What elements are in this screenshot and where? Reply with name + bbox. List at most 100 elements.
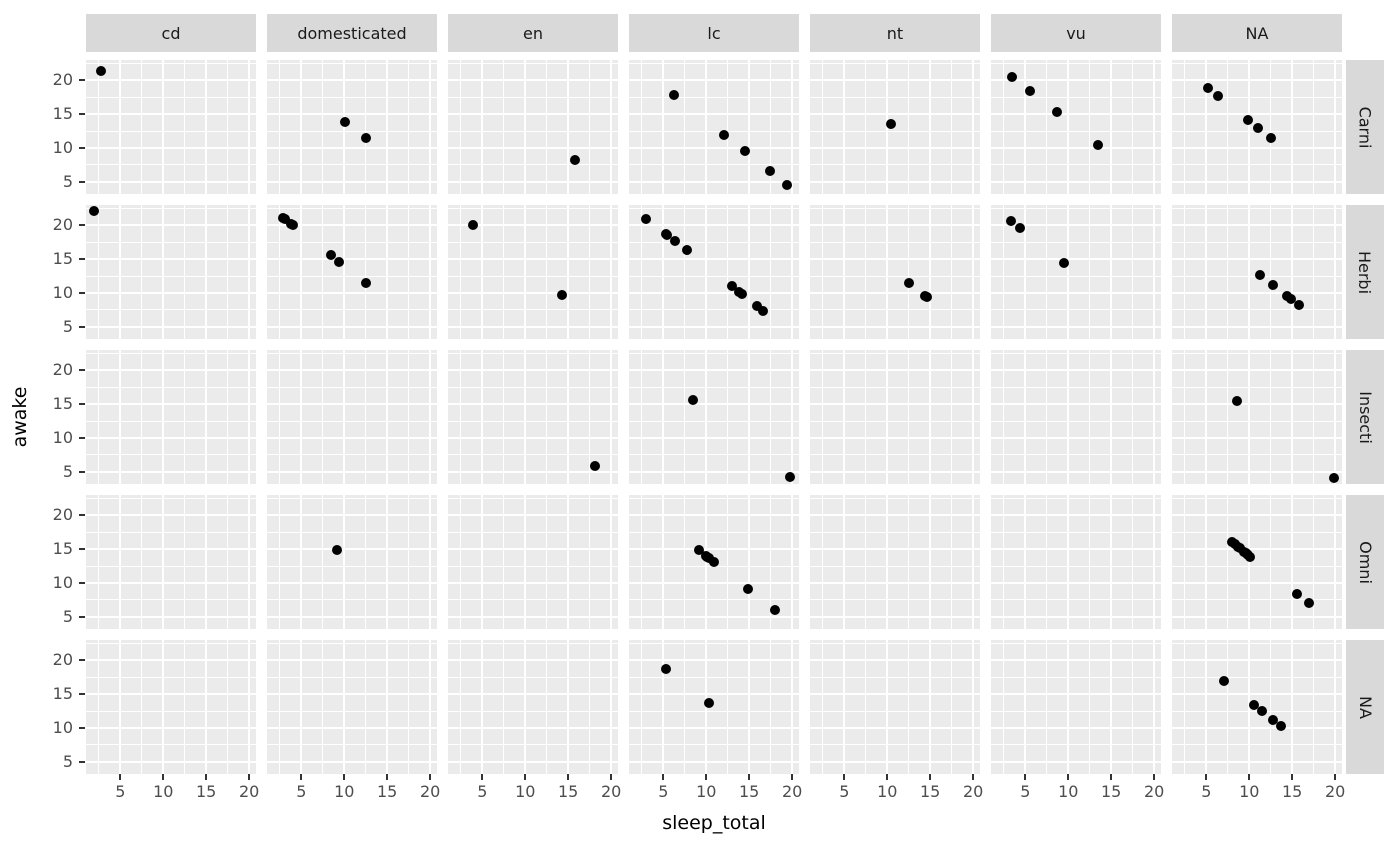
data-point bbox=[1025, 86, 1036, 97]
gridline-minor-y bbox=[1172, 96, 1342, 98]
x-tick-label: 5 bbox=[658, 782, 669, 801]
gridline-major-x bbox=[429, 640, 432, 774]
gridline-minor-y bbox=[86, 130, 256, 132]
y-tick-mark bbox=[79, 760, 85, 763]
gridline-minor-y bbox=[629, 420, 799, 422]
panel bbox=[991, 205, 1161, 339]
gridline-minor-y bbox=[629, 96, 799, 98]
x-tick-label: 5 bbox=[115, 782, 126, 801]
gridline-major-x bbox=[300, 495, 303, 629]
gridline-major-y bbox=[448, 180, 618, 183]
gridline-major-x bbox=[662, 495, 665, 629]
data-point bbox=[669, 235, 680, 246]
y-tick-label: 10 bbox=[52, 427, 73, 447]
gridline-minor-x bbox=[727, 205, 729, 339]
gridline-minor-x bbox=[546, 205, 548, 339]
gridline-major-x bbox=[610, 495, 613, 629]
gridline-minor-x bbox=[1227, 350, 1229, 484]
gridline-minor-y bbox=[810, 309, 980, 311]
gridline-minor-x bbox=[1313, 640, 1315, 774]
gridline-minor-y bbox=[991, 207, 1161, 209]
gridline-minor-x bbox=[279, 205, 281, 339]
gridline-major-y bbox=[810, 581, 980, 584]
gridline-major-x bbox=[843, 640, 846, 774]
gridline-major-x bbox=[524, 495, 527, 629]
gridline-major-y bbox=[629, 403, 799, 406]
gridline-minor-y bbox=[629, 309, 799, 311]
gridline-minor-x bbox=[546, 60, 548, 194]
data-point bbox=[641, 213, 652, 224]
gridline-major-y bbox=[629, 224, 799, 227]
gridline-minor-y bbox=[86, 710, 256, 712]
x-tick-mark bbox=[929, 774, 932, 780]
gridline-minor-y bbox=[991, 386, 1161, 388]
gridline-major-y bbox=[86, 615, 256, 618]
gridline-major-x bbox=[748, 350, 751, 484]
gridline-minor-y bbox=[448, 96, 618, 98]
gridline-minor-x bbox=[503, 60, 505, 194]
data-point bbox=[1245, 551, 1256, 562]
gridline-minor-x bbox=[98, 350, 100, 484]
gridline-major-x bbox=[1153, 205, 1156, 339]
gridline-major-y bbox=[991, 436, 1161, 439]
gridline-major-x bbox=[162, 350, 165, 484]
gridline-major-y bbox=[629, 325, 799, 328]
gridline-minor-y bbox=[810, 497, 980, 499]
gridline-minor-y bbox=[629, 164, 799, 166]
panel bbox=[810, 640, 980, 774]
x-tick-mark bbox=[705, 774, 708, 780]
gridline-minor-x bbox=[1132, 640, 1134, 774]
gridline-minor-x bbox=[1046, 350, 1048, 484]
gridline-minor-x bbox=[1132, 350, 1134, 484]
gridline-major-y bbox=[991, 470, 1161, 473]
data-point bbox=[360, 132, 371, 143]
gridline-minor-x bbox=[684, 640, 686, 774]
x-tick-mark bbox=[205, 774, 208, 780]
gridline-minor-y bbox=[810, 642, 980, 644]
data-point bbox=[467, 219, 478, 230]
gridline-major-y bbox=[991, 659, 1161, 662]
gridline-minor-x bbox=[641, 350, 643, 484]
gridline-minor-x bbox=[1313, 350, 1315, 484]
gridline-major-x bbox=[1110, 640, 1113, 774]
gridline-major-y bbox=[629, 436, 799, 439]
gridline-minor-y bbox=[991, 96, 1161, 98]
gridline-major-y bbox=[86, 581, 256, 584]
gridline-major-y bbox=[448, 514, 618, 517]
gridline-major-y bbox=[86, 548, 256, 551]
gridline-minor-x bbox=[727, 640, 729, 774]
panel bbox=[1172, 205, 1342, 339]
y-tick-label: 10 bbox=[52, 572, 73, 592]
gridline-minor-x bbox=[822, 350, 824, 484]
gridline-minor-y bbox=[267, 164, 437, 166]
gridline-major-x bbox=[248, 495, 251, 629]
gridline-major-y bbox=[810, 693, 980, 696]
x-tick-mark bbox=[429, 774, 432, 780]
data-point bbox=[589, 460, 600, 471]
gridline-major-y bbox=[86, 436, 256, 439]
gridline-minor-y bbox=[86, 62, 256, 64]
gridline-minor-y bbox=[1172, 710, 1342, 712]
gridline-major-y bbox=[267, 615, 437, 618]
gridline-major-y bbox=[629, 79, 799, 82]
x-tick-mark bbox=[524, 774, 527, 780]
gridline-minor-y bbox=[86, 744, 256, 746]
gridline-major-y bbox=[629, 291, 799, 294]
gridline-major-x bbox=[162, 495, 165, 629]
gridline-major-y bbox=[629, 693, 799, 696]
gridline-major-x bbox=[481, 350, 484, 484]
gridline-minor-x bbox=[770, 640, 772, 774]
gridline-major-y bbox=[991, 726, 1161, 729]
data-point bbox=[570, 155, 581, 166]
gridline-major-x bbox=[1024, 205, 1027, 339]
gridline-minor-x bbox=[589, 350, 591, 484]
gridline-minor-x bbox=[322, 205, 324, 339]
facet-column-strip: lc bbox=[629, 14, 799, 52]
gridline-minor-y bbox=[86, 497, 256, 499]
gridline-major-y bbox=[267, 693, 437, 696]
gridline-major-y bbox=[448, 79, 618, 82]
gridline-major-x bbox=[1024, 60, 1027, 194]
gridline-minor-y bbox=[1172, 164, 1342, 166]
gridline-major-y bbox=[448, 581, 618, 584]
y-tick-mark bbox=[79, 79, 85, 82]
